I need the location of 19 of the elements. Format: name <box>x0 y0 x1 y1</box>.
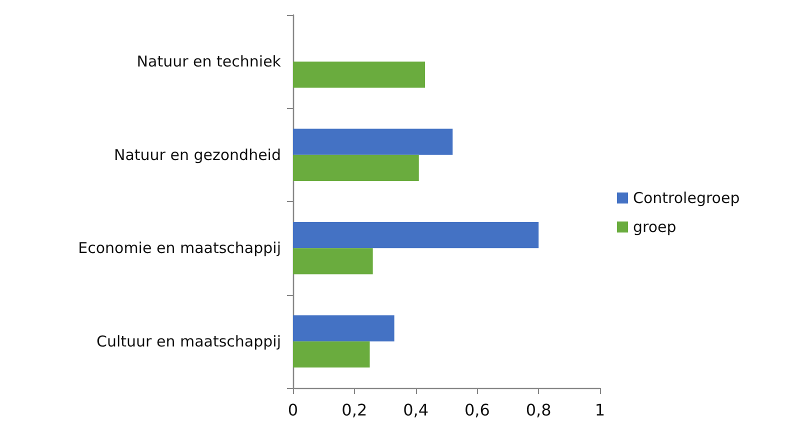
y-tick-label: Natuur en gezondheid <box>114 146 281 164</box>
legend-label: Controlegroep <box>633 189 740 207</box>
x-tick-label: 0 <box>288 400 298 420</box>
bar <box>293 248 373 274</box>
bar <box>293 341 370 368</box>
x-tick-label: 0,6 <box>464 400 490 420</box>
bar <box>293 62 426 88</box>
bar <box>293 154 419 181</box>
x-tick-label: 0,4 <box>403 400 429 420</box>
bar <box>293 128 453 155</box>
x-tick-label: 0,8 <box>526 400 552 420</box>
y-tick-label: Cultuur en maatschappij <box>96 332 281 350</box>
x-tick-label: 0,2 <box>342 400 368 420</box>
bar <box>293 222 539 248</box>
y-tick-label: Economie en maatschappij <box>78 239 281 258</box>
legend-label: groep <box>633 218 676 236</box>
bar <box>293 315 394 342</box>
y-tick-label: Natuur en techniek <box>136 52 282 71</box>
x-tick-label: 1 <box>594 400 606 420</box>
